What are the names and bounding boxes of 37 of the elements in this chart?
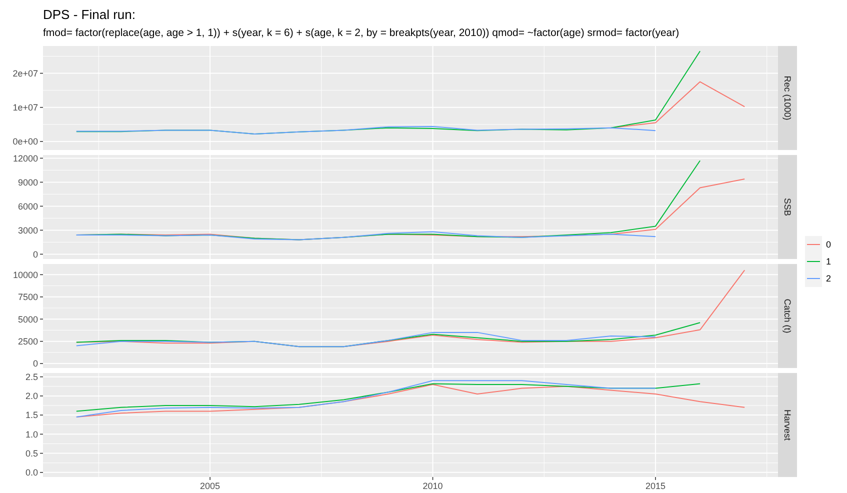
line-series <box>76 383 701 412</box>
y-tick-label: 0e+00 <box>12 136 38 147</box>
x-tick-label: 2005 <box>200 481 220 491</box>
y-tick-label: 0 <box>32 249 38 260</box>
y2-axis-title: Rec (1000) <box>782 76 792 120</box>
y-tick-label: 2e+07 <box>12 68 38 78</box>
y-tick-label: 12000 <box>12 153 38 164</box>
y-tick-label: 9000 <box>18 177 38 188</box>
line-series <box>76 126 656 134</box>
legend-label: 0 <box>826 240 832 250</box>
y-tick-label: 0.0 <box>25 468 38 478</box>
y-tick-label: 10000 <box>12 270 38 280</box>
y-tick-label: 7500 <box>18 292 38 302</box>
line-series <box>76 384 746 418</box>
y-tick-label: 1.5 <box>25 410 38 420</box>
x-tick-label: 2010 <box>422 481 443 491</box>
line-series <box>76 231 656 240</box>
y-tick-label: 1e+07 <box>12 102 38 113</box>
chart-title: DPS - Final run: <box>43 7 136 22</box>
y-tick-label: 2500 <box>18 336 38 346</box>
y-tick-label: 6000 <box>18 201 38 212</box>
y2-axis-title: SSB <box>782 198 792 216</box>
y2-axis-title: Catch (t) <box>782 298 792 334</box>
y-tick-label: 2.5 <box>25 372 38 382</box>
y-tick-label: 0 <box>32 358 38 369</box>
y-tick-label: 0.5 <box>25 448 38 458</box>
legend-label: 1 <box>826 256 832 267</box>
y-tick-label: 5000 <box>18 314 38 324</box>
y-tick-label: 3000 <box>18 225 38 236</box>
chart-subtitle: fmod= factor(replace(age, age > 1, 1)) + s(year, k = 6) + s(age, k = 2, by = breakpts(year, 2010)) qmod= ~factor(age) srmod= factor(year) <box>43 27 680 39</box>
legend-label: 2 <box>826 274 832 284</box>
line-series <box>76 380 656 418</box>
x-tick-label: 2015 <box>645 481 666 491</box>
y2-axis-title: Harvest <box>782 409 792 441</box>
y-tick-label: 2.0 <box>25 391 38 402</box>
line-series <box>76 332 656 348</box>
y-tick-label: 1.0 <box>25 429 38 440</box>
